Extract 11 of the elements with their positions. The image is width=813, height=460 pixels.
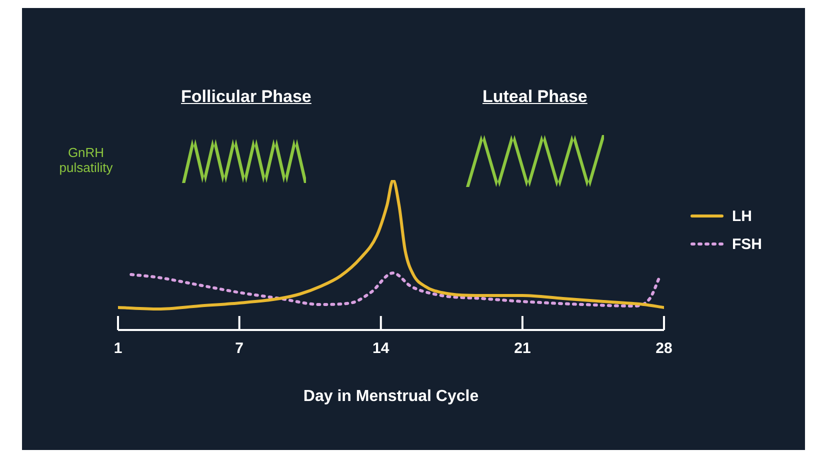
x-tick-label: 7 xyxy=(235,340,244,358)
text: Follicular Phase xyxy=(181,87,312,107)
legend-label: LH xyxy=(732,208,752,224)
x-axis-title: Day in Menstrual Cycle xyxy=(303,388,479,405)
legend-label: FSH xyxy=(732,236,762,252)
text: Luteal Phase xyxy=(482,87,588,107)
text: GnRH pulsatility xyxy=(58,145,114,175)
x-tick-label: 14 xyxy=(372,340,390,358)
x-tick-label: 28 xyxy=(656,340,672,358)
x-tick-label: 1 xyxy=(114,340,122,358)
x-tick-label: 21 xyxy=(514,340,531,358)
